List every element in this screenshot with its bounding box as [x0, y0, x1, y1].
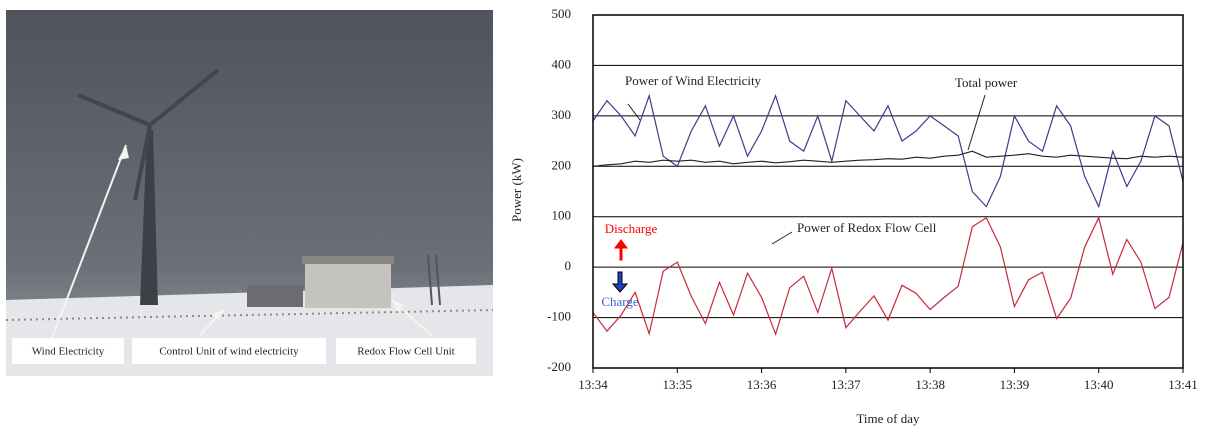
photo-label: Control Unit of wind electricity — [159, 346, 299, 358]
x-tick-label: 13:41 — [1168, 377, 1198, 392]
x-tick-label: 13:40 — [1084, 377, 1114, 392]
y-tick-label: 200 — [552, 157, 572, 172]
x-tick-label: 13:36 — [747, 377, 777, 392]
charge-arrow — [611, 271, 629, 293]
x-tick-label: 13:35 — [662, 377, 692, 392]
annotation: Charge — [601, 294, 639, 309]
y-tick-label: 400 — [552, 56, 572, 71]
photo-label: Redox Flow Cell Unit — [357, 346, 454, 358]
y-tick-label: -100 — [547, 309, 571, 324]
photo-label: Wind Electricity — [32, 346, 105, 358]
annotation: Power of Wind Electricity — [625, 73, 762, 88]
discharge-arrow — [614, 239, 628, 261]
x-tick-label: 13:38 — [915, 377, 945, 392]
plot-frame — [592, 14, 1184, 369]
photo: Wind Electricity Control Unit of wind el… — [5, 10, 494, 376]
y-tick-label: 0 — [565, 258, 572, 273]
annotation-pointer — [627, 103, 641, 121]
series-line — [592, 150, 1184, 167]
annotation: Discharge — [605, 221, 658, 236]
annotation-pointer — [967, 94, 986, 151]
y-tick-label: 300 — [552, 107, 572, 122]
annotation: Total power — [955, 75, 1018, 90]
annotation: Power of Redox Flow Cell — [797, 220, 937, 235]
x-tick-label: 13:34 — [578, 377, 608, 392]
series-line — [592, 215, 1184, 337]
y-tick-label: 500 — [552, 6, 572, 21]
y-axis-label: Power (kW) — [509, 158, 524, 222]
series-line — [592, 93, 1184, 209]
x-tick-label: 13:37 — [831, 377, 861, 392]
y-tick-label: 100 — [552, 208, 572, 223]
x-tick-label: 13:39 — [1000, 377, 1030, 392]
x-axis-label: Time of day — [856, 411, 920, 426]
y-tick-label: -200 — [547, 359, 571, 374]
annotation-pointer — [771, 231, 793, 245]
